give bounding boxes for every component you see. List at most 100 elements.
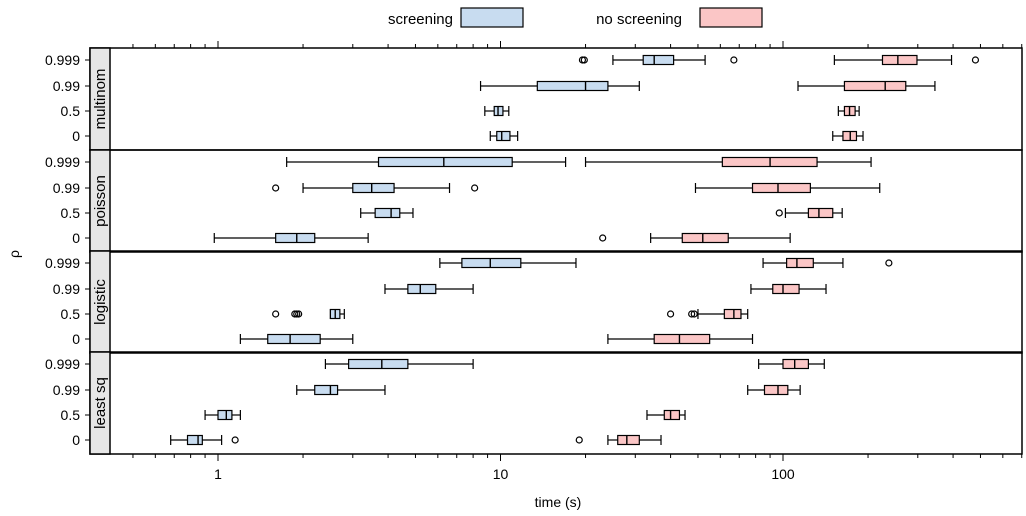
box-no-screening-0.5 (775, 207, 843, 219)
y-tick-label: 0.5 (61, 205, 81, 221)
box-body (407, 283, 437, 295)
box-body (186, 434, 203, 446)
box-no-screening-0.999 (758, 358, 825, 370)
box-no-screening-0 (832, 130, 864, 142)
box-screening-0 (170, 434, 239, 446)
outlier-point (690, 310, 698, 318)
legend: screening no screening (388, 7, 763, 28)
panel-frame (89, 351, 1023, 455)
y-tick-label: 0.99 (53, 382, 80, 398)
y-tick-label: 0.5 (61, 407, 81, 423)
box-screening-0.99 (479, 80, 640, 92)
outlier-point (272, 310, 280, 318)
box-body (461, 257, 522, 269)
box-body (352, 182, 395, 194)
panel-strip-label: poisson (92, 175, 109, 227)
box-no-screening-0.99 (797, 80, 936, 92)
panel-frame (89, 250, 1023, 354)
box-screening-0.5 (204, 409, 241, 421)
legend-label: screening (388, 11, 453, 28)
box-screening-0.5 (272, 308, 345, 320)
box-body (786, 257, 814, 269)
panel-poisson: poisson 0.999 0.99 0.5 0 (45, 149, 1023, 253)
box-screening-0.99 (296, 384, 386, 396)
box-body (217, 409, 233, 421)
box-body (275, 232, 316, 244)
box-body (681, 232, 729, 244)
box-screening-0 (489, 130, 519, 142)
box-screening-0.999 (286, 156, 567, 168)
outlier-point (231, 436, 239, 444)
box-screening-0 (213, 232, 369, 244)
outlier-point (272, 184, 280, 192)
box-body (881, 54, 918, 66)
box-body (751, 182, 811, 194)
y-tick-label: 0 (72, 230, 80, 246)
legend-label: no screening (596, 11, 682, 28)
outlier-point (971, 56, 980, 64)
x-tick-label: 1 (214, 466, 222, 482)
box-screening-0.5 (360, 207, 414, 219)
outlier-point (775, 209, 783, 217)
box-no-screening-0 (599, 232, 791, 244)
x-tick-label: 100 (771, 466, 795, 482)
y-tick-label: 0 (72, 432, 80, 448)
plot-panels: multinom 0.999 0.99 0.5 0 poisson 0.999 0.99 0.5… (45, 47, 1023, 455)
y-tick-label: 0 (72, 331, 80, 347)
outlier-point (580, 56, 588, 64)
box-no-screening-0.999 (833, 54, 980, 66)
box-body (314, 384, 339, 396)
panel-least-sq: least sq 0.999 0.99 0.5 0 (45, 351, 1023, 455)
box-screening-0.5 (484, 105, 510, 117)
outlier-point (688, 310, 696, 318)
legend-swatch (699, 7, 763, 28)
box-body (723, 308, 742, 320)
box-screening-0.99 (272, 182, 479, 194)
panel-strip (89, 351, 111, 455)
y-tick-label: 0.999 (45, 255, 80, 271)
box-body (377, 156, 513, 168)
box-no-screening-0 (575, 434, 662, 446)
box-body (772, 283, 800, 295)
y-tick-label: 0 (72, 128, 80, 144)
box-no-screening-0.99 (750, 283, 827, 295)
panel-frame (89, 149, 1023, 253)
box-no-screening-0.99 (694, 182, 881, 194)
box-no-screening-0 (607, 333, 754, 345)
y-tick-label: 0.5 (61, 306, 81, 322)
panel-strip-label: multinom (92, 69, 109, 130)
box-body (763, 384, 789, 396)
box-body (642, 54, 675, 66)
box-body (348, 358, 409, 370)
x-tick-label: 10 (493, 466, 509, 482)
box-screening-0.99 (384, 283, 474, 295)
box-body (496, 130, 511, 142)
x-axis-label: time (s) (535, 494, 582, 510)
outlier-point (730, 56, 738, 64)
y-tick-label: 0.999 (45, 154, 80, 170)
box-body (807, 207, 834, 219)
box-screening-0.999 (324, 358, 474, 370)
box-body (374, 207, 401, 219)
panel-multinom: multinom 0.999 0.99 0.5 0 (45, 47, 1023, 151)
outlier-point (885, 259, 893, 267)
box-screening-0 (239, 333, 354, 345)
box-no-screening-0.999 (762, 257, 893, 269)
y-tick-label: 0.5 (61, 103, 81, 119)
outlier-point (599, 234, 607, 242)
legend-swatch (460, 7, 524, 28)
panel-strip-label: logistic (92, 279, 109, 325)
box-body (267, 333, 321, 345)
y-tick-label: 0.99 (53, 281, 80, 297)
box-body (653, 333, 711, 345)
y-tick-label: 0.999 (45, 52, 80, 68)
panel-strip-label: least sq (92, 377, 109, 429)
box-body (782, 358, 809, 370)
box-screening-0.999 (578, 54, 738, 66)
y-axis-label: ρ (6, 250, 22, 258)
outlier-point (295, 310, 303, 318)
y-tick-label: 0.99 (53, 78, 80, 94)
y-tick-label: 0.999 (45, 356, 80, 372)
box-no-screening-0.5 (646, 409, 686, 421)
box-screening-0.999 (439, 257, 577, 269)
